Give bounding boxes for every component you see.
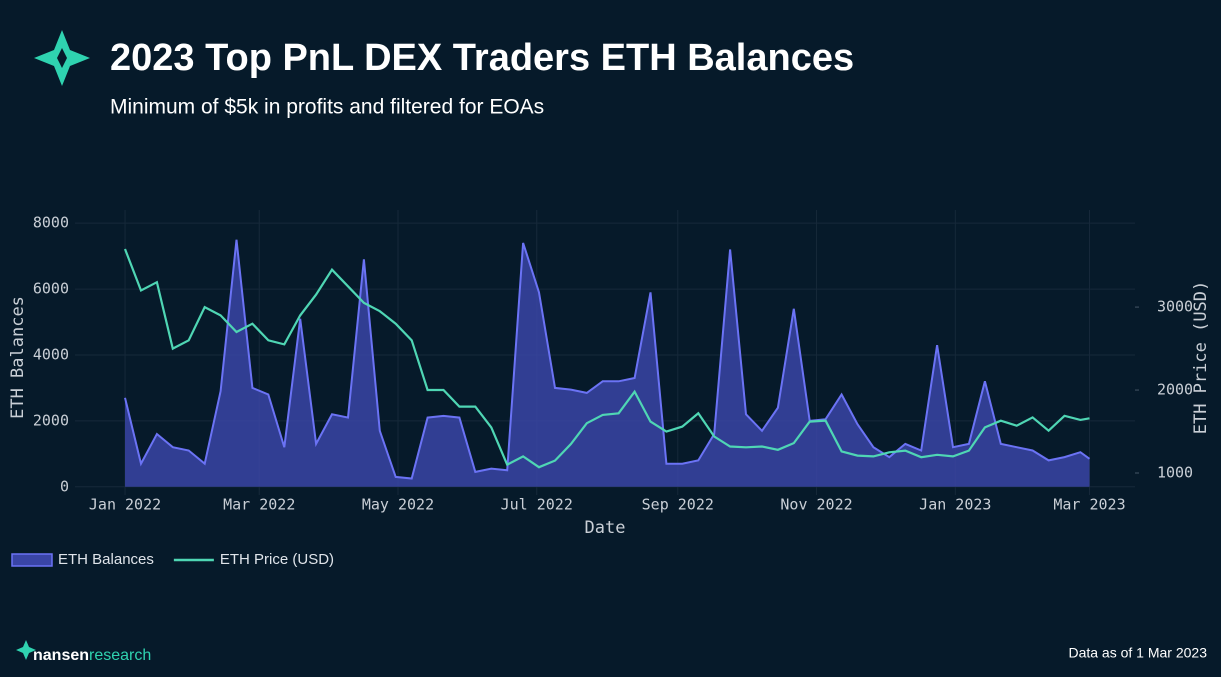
subtitle: Minimum of $5k in profits and filtered f… xyxy=(110,96,544,119)
plot: 0 2000 4000 6000 8000 1000 2000 3000 Jan 2022 Mar… xyxy=(8,210,1211,568)
y2-axis-label: ETH Price (USD) xyxy=(1191,281,1211,435)
title: 2023 Top PnL DEX Traders ETH Balances xyxy=(110,37,854,79)
logo-word: nansen xyxy=(33,647,89,664)
y-tick-label: 0 xyxy=(60,477,69,495)
legend-label: ETH Price (USD) xyxy=(220,551,334,568)
footer-logo-icon xyxy=(16,640,36,660)
x-tick-label: Jan 2023 xyxy=(919,496,991,514)
x-tick-label: Jan 2022 xyxy=(89,496,161,514)
y-tick-label: 6000 xyxy=(33,280,69,298)
x-tick-label: Nov 2022 xyxy=(780,496,852,514)
y-tick-label: 8000 xyxy=(33,214,69,232)
x-axis-label: Date xyxy=(585,518,626,538)
x-tick-label: Sep 2022 xyxy=(642,496,714,514)
legend-label: ETH Balances xyxy=(58,551,154,568)
x-tick-label: May 2022 xyxy=(362,496,434,514)
y2-tick-label: 1000 xyxy=(1157,464,1193,482)
y2-tick-label: 3000 xyxy=(1157,298,1193,316)
logo-icon-inner xyxy=(57,48,67,68)
logo-word: research xyxy=(89,647,151,664)
footer-logo: nansenresearch xyxy=(33,647,151,664)
area-line xyxy=(124,239,1091,480)
footer-note: Data as of 1 Mar 2023 xyxy=(1068,645,1207,661)
price-line xyxy=(123,248,1090,469)
area-fill xyxy=(125,239,1090,487)
y-axis-label: ETH Balances xyxy=(8,296,28,419)
y-tick-label: 2000 xyxy=(33,411,69,429)
x-tick-label: Mar 2022 xyxy=(223,496,295,514)
legend-swatch xyxy=(11,553,53,567)
x-tick-label: Mar 2023 xyxy=(1053,496,1125,514)
y2-tick-label: 2000 xyxy=(1157,381,1193,399)
y-tick-label: 4000 xyxy=(33,345,69,363)
x-tick-label: Jul 2022 xyxy=(501,496,573,514)
